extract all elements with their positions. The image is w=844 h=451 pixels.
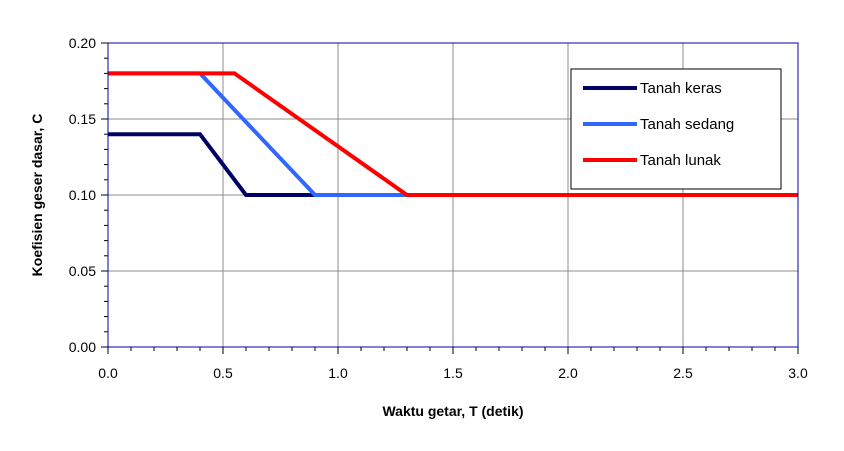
y-tick-label: 0.10	[69, 187, 96, 203]
x-tick-label: 1.0	[328, 365, 348, 381]
legend-label: Tanah lunak	[640, 152, 721, 169]
x-tick-label: 0.0	[98, 365, 118, 381]
y-axis-title: Koefisien geser dasar, C	[29, 114, 45, 277]
x-tick-label: 1.5	[443, 365, 463, 381]
x-tick-label: 3.0	[788, 365, 808, 381]
y-axis-ticks: 0.00 0.05 0.10 0.15 0.20	[69, 35, 108, 355]
legend-label: Tanah keras	[640, 80, 722, 97]
x-axis-title: Waktu getar, T (detik)	[382, 403, 523, 419]
y-tick-label: 0.15	[69, 111, 96, 127]
series-lines	[108, 71, 798, 197]
y-tick-label: 0.00	[69, 339, 96, 355]
series-line-tanah-lunak	[108, 71, 798, 197]
legend-label: Tanah sedang	[640, 116, 734, 133]
x-axis-ticks: 0.0 0.5 1.0 1.5 2.0 2.5 3.0	[98, 347, 808, 381]
x-tick-label: 0.5	[213, 365, 233, 381]
legend: Tanah keras Tanah sedang Tanah lunak	[570, 68, 782, 190]
y-tick-label: 0.20	[69, 35, 96, 51]
x-tick-label: 2.0	[558, 365, 578, 381]
x-tick-label: 2.5	[673, 365, 693, 381]
y-tick-label: 0.05	[69, 263, 96, 279]
